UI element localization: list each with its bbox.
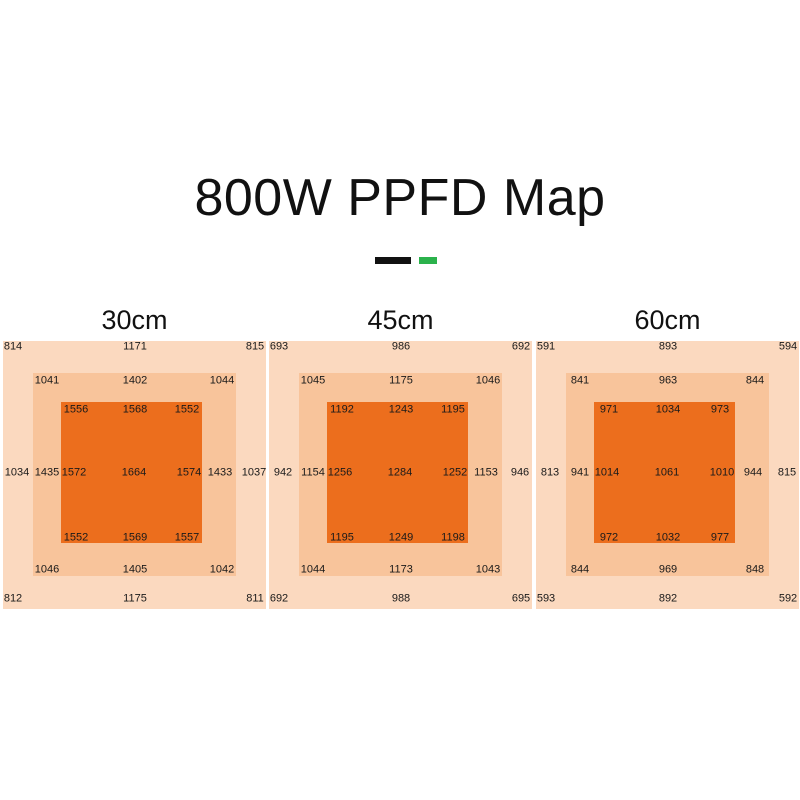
- ppfd-value: 848: [745, 563, 765, 576]
- ppfd-value: 813: [540, 466, 560, 479]
- ppfd-value: 1405: [122, 563, 148, 576]
- ppfd-panel-30cm: 30cm 814 1171 815 1041 1402 1044 1556 1568 1552 10…: [3, 305, 266, 615]
- ppfd-value: 1010: [709, 466, 735, 479]
- ppfd-value: 1046: [475, 374, 501, 387]
- ppfd-value: 941: [570, 466, 590, 479]
- ppfd-value: 1043: [475, 563, 501, 576]
- ppfd-value: 1249: [388, 531, 414, 544]
- panel-height-label: 45cm: [367, 305, 434, 335]
- ppfd-value: 1552: [63, 531, 89, 544]
- ppfd-value: 692: [511, 340, 531, 353]
- ppfd-value: 1195: [330, 531, 354, 544]
- ppfd-value: 1556: [63, 403, 89, 416]
- ppfd-value: 1061: [654, 466, 680, 479]
- ppfd-value: 892: [658, 592, 678, 605]
- ppfd-value: 1284: [387, 466, 413, 479]
- ppfd-value: 1192: [330, 403, 354, 416]
- ppfd-panel-45cm: 45cm 693 986 692 1045 1175 1046 1192 1243 1195 942…: [269, 305, 532, 615]
- inner-zone: [61, 402, 202, 543]
- ppfd-value: 1569: [122, 531, 148, 544]
- ppfd-value: 844: [745, 374, 765, 387]
- ppfd-value: 944: [743, 466, 763, 479]
- page-title: 800W PPFD Map: [194, 169, 606, 227]
- ppfd-value: 591: [536, 340, 556, 353]
- ppfd-value: 1664: [121, 466, 147, 479]
- ppfd-value: 1046: [34, 563, 60, 576]
- ppfd-value: 594: [778, 340, 798, 353]
- ppfd-value: 593: [536, 592, 556, 605]
- ppfd-value: 1044: [300, 563, 326, 576]
- ppfd-value: 942: [273, 466, 293, 479]
- ppfd-value: 812: [3, 592, 23, 605]
- panel-height-label: 60cm: [634, 305, 701, 335]
- ppfd-value: 1552: [174, 403, 200, 416]
- ppfd-value: 1252: [442, 466, 468, 479]
- ppfd-value: 1034: [4, 466, 30, 479]
- ppfd-value: 1175: [123, 592, 147, 605]
- ppfd-value: 1175: [389, 374, 413, 387]
- ppfd-value: 814: [3, 340, 23, 353]
- ppfd-value: 844: [570, 563, 590, 576]
- ppfd-value: 1433: [207, 466, 233, 479]
- ppfd-value: 1256: [327, 466, 353, 479]
- inner-zone: [594, 402, 735, 543]
- ppfd-value: 815: [777, 466, 797, 479]
- ppfd-value: 811: [246, 592, 264, 605]
- ppfd-value: 988: [391, 592, 411, 605]
- ppfd-value: 1568: [122, 403, 148, 416]
- ppfd-value: 693: [269, 340, 289, 353]
- ppfd-value: 695: [511, 592, 531, 605]
- ppfd-value: 1154: [301, 466, 325, 479]
- ppfd-value: 692: [269, 592, 289, 605]
- ppfd-value: 1557: [174, 531, 200, 544]
- inner-zone: [327, 402, 468, 543]
- ppfd-value: 1173: [389, 563, 413, 576]
- ppfd-value: 1574: [176, 466, 202, 479]
- ppfd-value: 969: [658, 563, 678, 576]
- ppfd-value: 592: [778, 592, 798, 605]
- ppfd-value: 972: [599, 531, 619, 544]
- ppfd-value: 815: [245, 340, 265, 353]
- ppfd-value: 1032: [655, 531, 681, 544]
- ppfd-value: 973: [710, 403, 730, 416]
- ppfd-value: 1044: [209, 374, 235, 387]
- accent-bar-black: [375, 257, 411, 264]
- ppfd-value: 1402: [122, 374, 148, 387]
- ppfd-value: 971: [599, 403, 619, 416]
- ppfd-value: 977: [710, 531, 730, 544]
- ppfd-value: 986: [391, 340, 411, 353]
- ppfd-value: 1198: [441, 531, 465, 544]
- accent-bar-green: [419, 257, 437, 264]
- ppfd-value: 1045: [300, 374, 326, 387]
- ppfd-panel-60cm: 60cm 591 893 594 841 963 844 971 1034 973 813 941 10…: [536, 305, 799, 615]
- ppfd-value: 1042: [209, 563, 235, 576]
- ppfd-value: 1195: [441, 403, 465, 416]
- ppfd-value: 841: [570, 374, 590, 387]
- ppfd-value: 893: [658, 340, 678, 353]
- ppfd-value: 1153: [474, 466, 498, 479]
- ppfd-value: 1171: [123, 340, 147, 353]
- ppfd-value: 1572: [61, 466, 87, 479]
- ppfd-value: 1243: [388, 403, 414, 416]
- ppfd-value: 1041: [34, 374, 60, 387]
- ppfd-value: 1435: [34, 466, 60, 479]
- ppfd-value: 1014: [594, 466, 620, 479]
- ppfd-value: 1037: [241, 466, 267, 479]
- ppfd-value: 946: [510, 466, 530, 479]
- ppfd-value: 963: [658, 374, 678, 387]
- panel-height-label: 30cm: [101, 305, 168, 335]
- ppfd-value: 1034: [655, 403, 681, 416]
